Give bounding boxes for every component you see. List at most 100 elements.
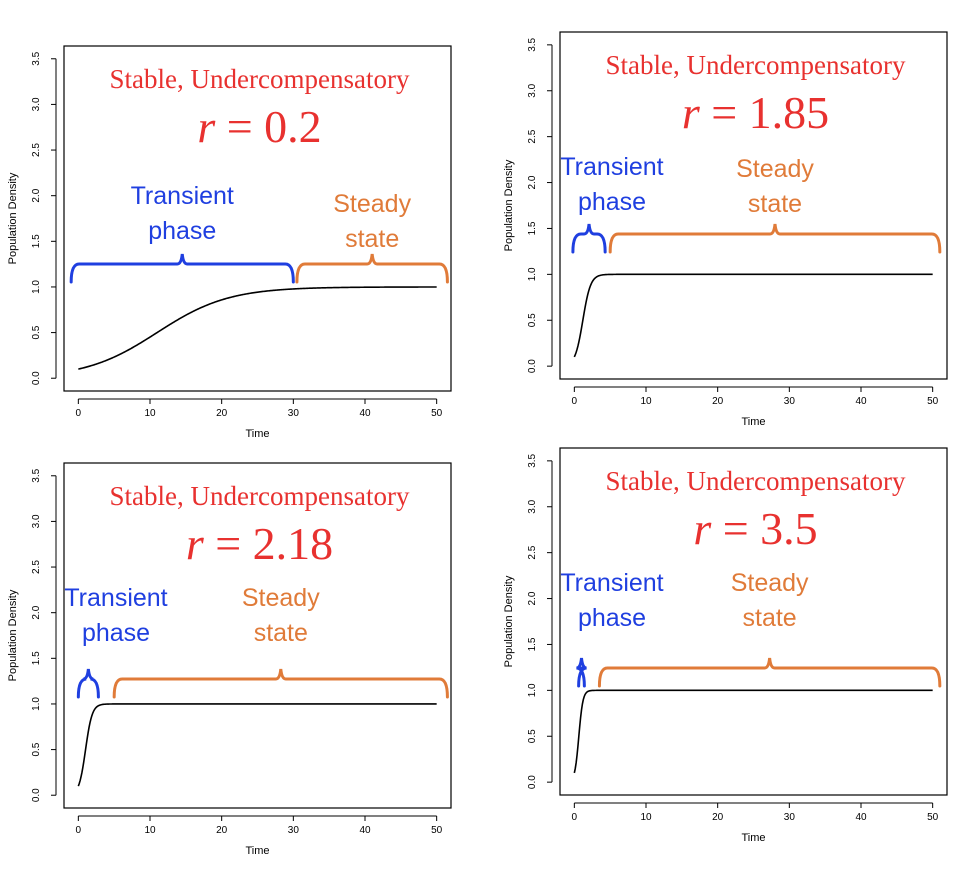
y-tick-label: 1.0 [527, 267, 538, 281]
steady-state-label: Steady [242, 584, 320, 612]
chart-svg: 0 10 20 30 40 50 Time 0.0 0.5 1.0 1.5 2.0 2.5 3.0 3.5 P… [503, 447, 948, 844]
y-tick-label: 2.0 [527, 591, 538, 605]
transient-phase-bracket [76, 668, 100, 699]
x-tick-label: 50 [431, 825, 443, 836]
x-tick-label: 10 [640, 812, 652, 823]
steady-state-bracket [597, 657, 942, 688]
transient-phase-bracket [571, 223, 607, 254]
chart-title: Stable, Undercompensatory [606, 466, 906, 496]
x-axis-label: Time [741, 416, 765, 428]
y-tick-label: 0.5 [31, 325, 42, 339]
y-tick-label: 3.5 [31, 51, 42, 65]
x-tick-label: 50 [927, 812, 939, 823]
x-tick-label: 30 [784, 396, 796, 407]
y-tick-label: 2.0 [31, 605, 42, 619]
x-tick-label: 0 [76, 825, 82, 836]
transient-phase-label: phase [82, 619, 150, 647]
x-tick-label: 0 [572, 812, 578, 823]
transient-phase-label: phase [578, 604, 646, 632]
steady-state-label: state [254, 619, 308, 647]
y-tick-label: 3.0 [527, 83, 538, 97]
transient-phase-bracket [576, 657, 587, 688]
y-tick-label: 3.0 [527, 499, 538, 513]
y-tick-label: 0.0 [527, 359, 538, 373]
y-tick-label: 0.5 [527, 313, 538, 327]
y-tick-label: 2.0 [31, 188, 42, 202]
y-tick-label: 1.0 [31, 280, 42, 294]
y-tick-label: 1.5 [527, 637, 538, 651]
y-tick-label: 0.5 [527, 729, 538, 743]
y-tick-label: 1.0 [31, 697, 42, 711]
steady-state-label: Steady [333, 190, 411, 218]
transient-phase-bracket [69, 253, 295, 284]
y-tick-label: 2.0 [527, 175, 538, 189]
y-tick-label: 1.5 [31, 651, 42, 665]
x-tick-label: 20 [712, 812, 724, 823]
transient-phase-label: phase [148, 217, 216, 245]
chart-panel-top-right: 0 10 20 30 40 50 Time 0.0 0.5 1.0 1.5 2.0 2.5 3.0 3.5 P… [500, 24, 968, 438]
y-tick-label: 1.0 [527, 683, 538, 697]
x-tick-label: 0 [76, 408, 82, 419]
steady-state-bracket [295, 253, 449, 284]
x-tick-label: 10 [144, 825, 156, 836]
x-tick-label: 40 [359, 825, 371, 836]
y-tick-label: 2.5 [527, 129, 538, 143]
x-tick-label: 40 [855, 396, 867, 407]
plot-frame [559, 31, 948, 380]
transient-phase-label: Transient [560, 153, 663, 181]
x-tick-label: 10 [640, 396, 652, 407]
x-tick-label: 0 [572, 396, 578, 407]
y-tick-label: 0.0 [31, 788, 42, 802]
x-tick-label: 40 [855, 812, 867, 823]
steady-state-bracket [112, 668, 449, 699]
y-tick-label: 3.5 [527, 453, 538, 467]
x-tick-label: 50 [927, 396, 939, 407]
steady-state-label: Steady [731, 569, 809, 597]
chart-svg: 0 10 20 30 40 50 Time 0.0 0.5 1.0 1.5 2.0 2.5 3.0 3.5 P… [503, 31, 948, 428]
r-parameter-label: r = 0.2 [197, 101, 321, 152]
x-tick-label: 20 [216, 408, 228, 419]
steady-state-label: state [748, 190, 802, 218]
x-axis-label: Time [741, 832, 765, 844]
y-tick-label: 0.0 [31, 371, 42, 385]
chart-title: Stable, Undercompensatory [110, 481, 410, 511]
y-tick-label: 3.5 [527, 37, 538, 51]
x-tick-label: 30 [288, 825, 300, 836]
x-axis-label: Time [245, 428, 269, 440]
plot-frame [63, 45, 452, 392]
x-tick-label: 40 [359, 408, 371, 419]
plot-frame [559, 447, 948, 796]
y-tick-label: 1.5 [527, 221, 538, 235]
y-tick-label: 2.5 [31, 143, 42, 157]
x-tick-label: 10 [144, 408, 156, 419]
y-tick-label: 0.5 [31, 742, 42, 756]
chart-svg: 0 10 20 30 40 50 Time 0.0 0.5 1.0 1.5 2.0 2.5 3.0 3.5 P… [7, 462, 452, 857]
x-tick-label: 50 [431, 408, 443, 419]
x-tick-label: 30 [784, 812, 796, 823]
plot-frame [63, 462, 452, 809]
y-tick-label: 3.0 [31, 97, 42, 111]
steady-state-label: Steady [736, 155, 814, 183]
transient-phase-label: Transient [131, 182, 234, 210]
population-curve [77, 703, 437, 787]
x-axis-label: Time [245, 845, 269, 857]
chart-title: Stable, Undercompensatory [110, 64, 410, 94]
y-tick-label: 2.5 [527, 545, 538, 559]
y-tick-label: 0.0 [527, 775, 538, 789]
y-axis-label: Population Density [503, 575, 515, 667]
r-parameter-label: r = 1.85 [682, 87, 829, 138]
r-parameter-label: r = 3.5 [693, 503, 817, 554]
chart-title: Stable, Undercompensatory [606, 50, 906, 80]
x-tick-label: 20 [712, 396, 724, 407]
steady-state-label: state [743, 604, 797, 632]
chart-svg: 0 10 20 30 40 50 Time 0.0 0.5 1.0 1.5 2.0 2.5 3.0 3.5 P… [7, 45, 452, 440]
chart-panel-bottom-right: 0 10 20 30 40 50 Time 0.0 0.5 1.0 1.5 2.0 2.5 3.0 3.5 P… [500, 440, 968, 854]
r-parameter-label: r = 2.18 [186, 518, 333, 569]
transient-phase-label: Transient [560, 569, 663, 597]
y-axis-label: Population Density [503, 159, 515, 251]
transient-phase-label: phase [578, 188, 646, 216]
steady-state-bracket [608, 223, 942, 254]
y-axis-label: Population Density [7, 172, 19, 264]
y-tick-label: 3.0 [31, 514, 42, 528]
chart-panel-top-left: 0 10 20 30 40 50 Time 0.0 0.5 1.0 1.5 2.0 2.5 3.0 3.5 P… [0, 38, 470, 448]
